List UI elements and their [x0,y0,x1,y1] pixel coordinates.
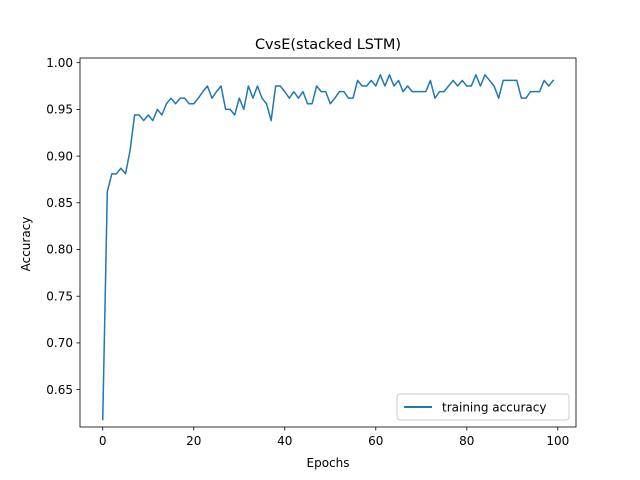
x-tick-label: 20 [186,434,201,448]
y-axis-title: Accuracy [19,217,33,272]
y-tick-label: 0.85 [46,196,73,210]
y-tick-label: 0.70 [46,336,73,350]
y-tick-label: 0.80 [46,243,73,257]
x-tick-label: 40 [277,434,292,448]
x-axis: 0 20 40 60 80 100 [99,427,569,448]
y-tick-label: 0.90 [46,149,73,163]
y-tick-label: 0.65 [46,383,73,397]
plot-frame [79,57,577,428]
y-tick-label: 1.00 [46,56,73,70]
y-tick-label: 0.75 [46,289,73,303]
x-axis-title: Epochs [307,456,350,470]
chart-title: CvsE(stacked LSTM) [255,37,401,53]
y-tick-label: 0.95 [46,103,73,117]
series-line-training-accuracy [101,74,555,421]
x-tick-label: 60 [368,434,383,448]
x-tick-label: 80 [459,434,474,448]
x-tick-label: 0 [99,434,107,448]
legend: training accuracy [396,393,570,421]
legend-box [396,393,570,421]
x-tick-label: 100 [546,434,569,448]
plot-area [79,57,577,428]
y-axis: 0.65 0.70 0.75 0.80 0.85 0.90 0.95 1.00 [46,56,80,397]
legend-label: training accuracy [442,401,546,415]
